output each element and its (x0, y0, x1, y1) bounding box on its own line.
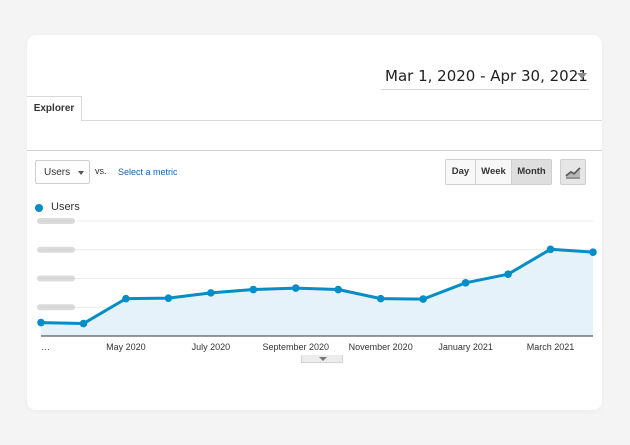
select-metric-link[interactable]: Select a metric (118, 167, 178, 177)
data-point (164, 294, 173, 302)
data-point (461, 279, 470, 287)
y-tick-label-blurred (37, 218, 75, 224)
month-button[interactable]: Month (512, 160, 551, 184)
x-tick-label: November 2020 (349, 342, 413, 352)
collapse-arrow-icon (319, 357, 327, 361)
data-point (546, 245, 555, 254)
analytics-card: Mar 1, 2020 - Apr 30, 2021 Explorer User… (27, 35, 602, 410)
vs-label: vs. (95, 166, 107, 176)
data-point (37, 318, 45, 327)
data-point (504, 270, 512, 278)
data-point (419, 295, 427, 303)
week-button[interactable]: Week (476, 160, 512, 184)
x-tick-label: September 2020 (262, 342, 329, 352)
tab-divider (82, 120, 602, 121)
legend-swatch-users (35, 204, 43, 212)
line-chart-icon (565, 167, 581, 179)
tab-explorer[interactable]: Explorer (27, 96, 82, 121)
legend-label-users: Users (51, 201, 80, 213)
metric-select[interactable]: Users (35, 160, 90, 184)
series-area-users (41, 249, 593, 336)
dropdown-arrow-icon (78, 171, 84, 175)
data-point (334, 285, 343, 294)
x-tick-label: March 2021 (527, 342, 575, 352)
users-line-chart: … May 2020 July 2020 September 2020 November… (37, 218, 597, 352)
metric-select-value: Users (44, 167, 71, 178)
data-point (249, 285, 258, 294)
y-tick-label-blurred (37, 246, 75, 253)
y-tick-label-blurred (37, 275, 75, 282)
x-tick-label: July 2020 (192, 342, 231, 352)
data-point (79, 319, 88, 328)
x-tick-label: January 2021 (438, 342, 493, 352)
x-tick-label: May 2020 (106, 342, 146, 352)
data-point (376, 294, 385, 303)
date-range-label: Mar 1, 2020 - Apr 30, 2021 (385, 67, 588, 85)
chevron-down-icon (577, 73, 587, 79)
data-point (207, 289, 215, 297)
data-point (122, 294, 130, 303)
chart-type-button[interactable] (560, 159, 586, 185)
date-range-picker[interactable]: Mar 1, 2020 - Apr 30, 2021 (381, 63, 589, 90)
toolbar-divider (27, 150, 602, 151)
chart-collapse-handle[interactable] (301, 355, 343, 363)
series-line-users (40, 247, 594, 326)
data-point (589, 248, 597, 256)
x-tick-label: … (41, 342, 50, 352)
period-toggle-group: Day Week Month (445, 159, 552, 185)
y-tick-label-blurred (37, 304, 75, 311)
day-button[interactable]: Day (446, 160, 476, 184)
data-point (291, 284, 300, 292)
